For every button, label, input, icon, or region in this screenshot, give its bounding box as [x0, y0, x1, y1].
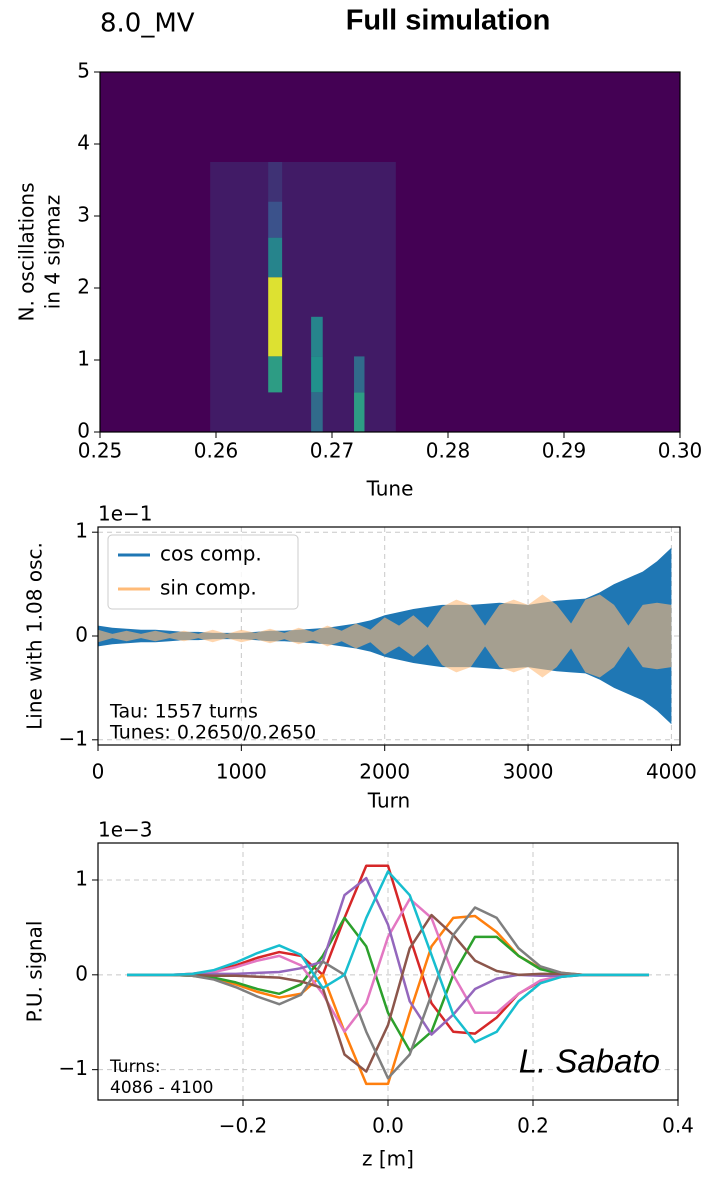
y-tick-label: 0	[75, 961, 88, 985]
x-axis-label: Turn	[367, 789, 410, 813]
plot-area	[100, 72, 680, 432]
plot-area	[98, 843, 678, 1100]
x-tick-label: 3000	[503, 760, 554, 784]
x-tick-label: 0.0	[372, 1114, 404, 1138]
legend-label: sin comp.	[160, 576, 257, 600]
signal-line	[127, 906, 649, 1080]
y-tick-label: 3	[77, 203, 90, 227]
annotation: 4086 - 4100	[110, 1078, 213, 1098]
heatmap-cell	[268, 162, 283, 202]
legend-label: cos comp.	[160, 542, 262, 566]
heatmap-cell	[268, 201, 283, 238]
x-tick-label: 0	[92, 760, 105, 784]
y-axis-label: N. oscillations	[15, 183, 39, 322]
x-tick-label: 0.25	[78, 439, 123, 463]
x-tick-label: 4000	[646, 760, 697, 784]
x-axis-label: z [m]	[362, 1147, 414, 1171]
heatmap-cell	[268, 237, 283, 278]
sim-label: 8.0_MV	[100, 9, 195, 39]
y-tick-label: 5	[77, 59, 90, 83]
envelope-area	[98, 594, 672, 678]
plot-area	[98, 527, 680, 745]
x-axis-label: Tune	[366, 477, 414, 501]
y-tick-label: 1	[77, 347, 90, 371]
x-tick-label: 0.27	[310, 439, 355, 463]
x-tick-label: 0.29	[542, 439, 587, 463]
annotation: Tau: 1557 turns	[109, 701, 258, 723]
heatmap-cell	[311, 316, 323, 357]
legend-box	[107, 534, 299, 610]
y-tick-label: 1	[75, 519, 88, 543]
heatmap-cell	[268, 277, 283, 357]
x-tick-label: 0.26	[194, 439, 239, 463]
y-tick-label: −1	[59, 726, 88, 750]
annotation: Turns:	[109, 1057, 161, 1077]
offset-label: 1e−3	[98, 818, 153, 842]
figure-title: Full simulation	[346, 5, 551, 37]
x-tick-label: −0.2	[219, 1114, 268, 1138]
y-tick-label: 1	[75, 866, 88, 890]
y-tick-label: −1	[59, 1056, 88, 1080]
heatmap-cell	[311, 392, 323, 432]
heatmap-cell	[268, 356, 283, 393]
y-tick-label: 4	[77, 131, 90, 155]
heatmap-cell	[311, 356, 323, 393]
heatmap-cell	[210, 162, 396, 432]
y-axis-label: P.U. signal	[23, 921, 47, 1023]
y-axis-label: in 4 sigmaz	[41, 195, 65, 310]
offset-label: 1e−1	[98, 502, 153, 526]
signature: L. Sabato	[519, 1043, 660, 1080]
axes-frame	[99, 71, 681, 433]
x-tick-label: 2000	[359, 760, 410, 784]
y-tick-label: 0	[75, 623, 88, 647]
x-tick-label: 0.28	[426, 439, 471, 463]
signal-line	[127, 870, 649, 1044]
x-tick-label: 1000	[216, 760, 267, 784]
x-tick-label: 0.30	[658, 439, 703, 463]
y-tick-label: 2	[77, 275, 90, 299]
x-tick-label: 0.2	[517, 1114, 549, 1138]
x-tick-label: 0.4	[662, 1114, 694, 1138]
annotation: Tunes: 0.2650/0.2650	[109, 722, 316, 744]
heatmap-cell	[354, 392, 365, 432]
y-axis-label: Line with 1.08 osc.	[23, 542, 47, 730]
y-tick-label: 0	[77, 419, 90, 443]
heatmap-cell	[354, 356, 365, 393]
